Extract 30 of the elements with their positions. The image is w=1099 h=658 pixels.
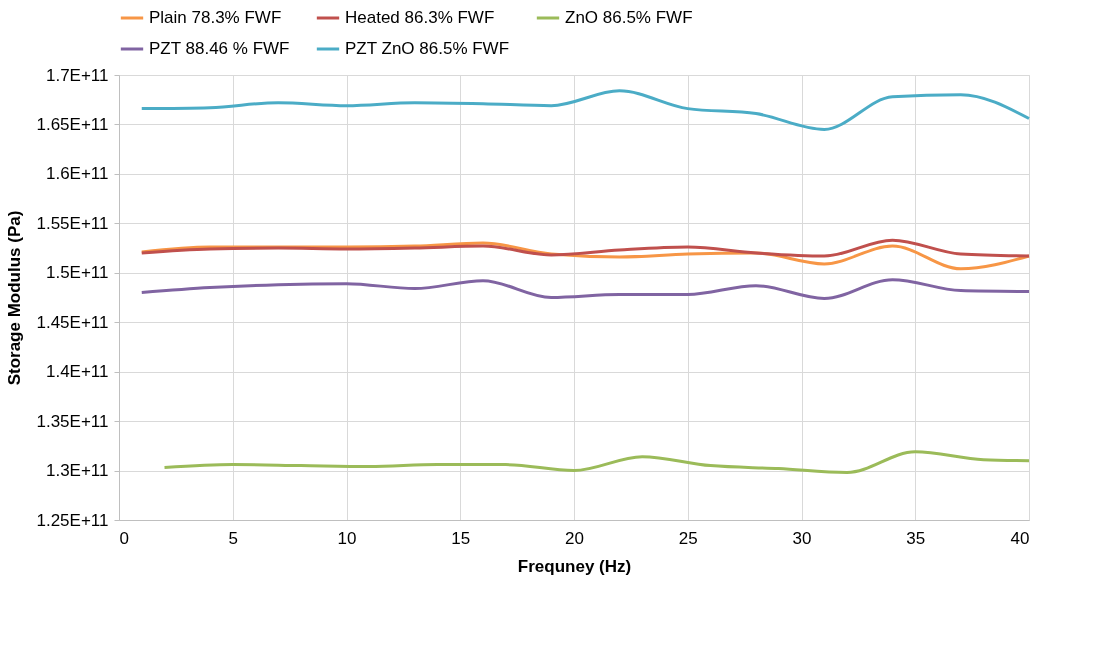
x-tick-label: 5: [228, 528, 238, 548]
line-series: [140, 278, 1031, 300]
x-tick-label: 25: [678, 528, 698, 548]
y-tick-label: 1.4E+11: [45, 362, 109, 382]
y-tick-label: 1.35E+11: [36, 411, 109, 431]
y-tick-label: 1.3E+11: [45, 461, 109, 481]
legend-label: Plain 78.3% FWF: [149, 8, 282, 27]
x-tick-label: 20: [565, 528, 584, 548]
y-tick-label: 1.65E+11: [36, 114, 109, 134]
x-tick-label: 40: [1010, 528, 1030, 548]
x-tick-label: 30: [792, 528, 812, 548]
y-tick-label: 1.6E+11: [45, 164, 109, 184]
x-tick-label: 35: [906, 528, 926, 548]
x-tick-label: 15: [451, 528, 471, 548]
legend-label: PZT ZnO 86.5% FWF: [345, 39, 510, 58]
legend-label: ZnO 86.5% FWF: [565, 8, 693, 27]
y-axis-title: Storage Modulus (Pa): [5, 210, 25, 386]
y-tick-label: 1.5E+11: [45, 263, 109, 283]
x-tick-label: 0: [119, 528, 129, 548]
line-series: [163, 450, 1031, 475]
y-tick-label: 1.55E+11: [36, 213, 109, 233]
line-series: [140, 89, 1031, 131]
x-axis-title: Frequney (Hz): [517, 556, 632, 576]
line-series: [140, 238, 1031, 258]
y-tick-label: 1.25E+11: [36, 510, 109, 530]
y-tick-label: 1.7E+11: [45, 65, 109, 85]
legend-label: PZT 88.46 % FWF: [149, 39, 290, 58]
y-tick-label: 1.45E+11: [36, 312, 109, 332]
legend-label: Heated 86.3% FWF: [345, 8, 495, 27]
x-tick-label: 10: [337, 528, 357, 548]
